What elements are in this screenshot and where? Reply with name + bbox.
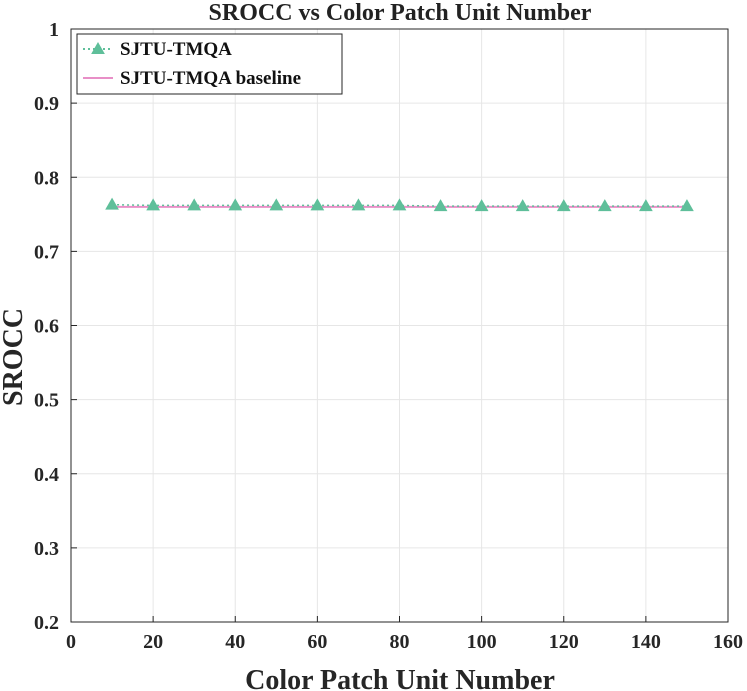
legend-entry: SJTU-TMQA (83, 39, 232, 60)
x-tick-label: 120 (549, 631, 579, 653)
y-tick-label: 0.3 (34, 538, 59, 560)
x-tick-label: 60 (307, 631, 327, 653)
data-point (597, 199, 612, 212)
data-point (269, 198, 284, 211)
data-point (105, 197, 119, 210)
data-point (228, 198, 243, 211)
x-axis-label: Color Patch Unit Number (245, 665, 555, 691)
series-line (112, 203, 687, 207)
data-point (556, 199, 571, 212)
legend-label: SJTU-TMQA (120, 39, 232, 60)
data-point (146, 198, 160, 211)
data-point (351, 198, 366, 211)
y-tick-label: 0.9 (34, 93, 59, 115)
data-point (515, 199, 530, 212)
x-tick-label: 20 (143, 631, 163, 653)
x-tick-label: 160 (713, 631, 743, 653)
series (105, 197, 694, 212)
y-axis-label: SROCC (0, 308, 29, 406)
y-tick-label: 0.6 (34, 316, 59, 338)
legend-entry: SJTU-TMQA baseline (83, 68, 301, 89)
data-point (639, 199, 653, 212)
y-tick-label: 1 (49, 19, 59, 41)
x-tick-label: 100 (467, 631, 497, 653)
y-tick-label: 0.5 (34, 390, 59, 412)
y-tick-label: 0.7 (34, 241, 59, 263)
legend: SJTU-TMQA SJTU-TMQA baseline (76, 33, 343, 95)
y-tick-label: 0.4 (34, 464, 59, 486)
x-tick-label: 40 (225, 631, 245, 653)
y-tick-label: 0.2 (34, 612, 59, 634)
y-tick-label: 0.8 (34, 167, 59, 189)
x-tick-label: 0 (66, 631, 76, 653)
series-0 (105, 197, 694, 212)
chart-title: SROCC vs Color Patch Unit Number (209, 0, 592, 26)
data-point (310, 198, 325, 211)
legend-swatch-marker (91, 41, 105, 54)
x-tick-label: 80 (390, 631, 410, 653)
data-point (187, 198, 202, 211)
axis-ticks: 0 20 40 60 80 100 120 140 160 0.2 0.3 0.4 0.5 0.6 0.7 0… (34, 19, 743, 653)
data-point (474, 199, 489, 212)
data-point (392, 198, 407, 211)
legend-label: SJTU-TMQA baseline (120, 68, 301, 89)
legend-box (76, 33, 343, 95)
data-point (433, 199, 448, 212)
x-tick-label: 140 (631, 631, 661, 653)
data-point (680, 199, 694, 212)
